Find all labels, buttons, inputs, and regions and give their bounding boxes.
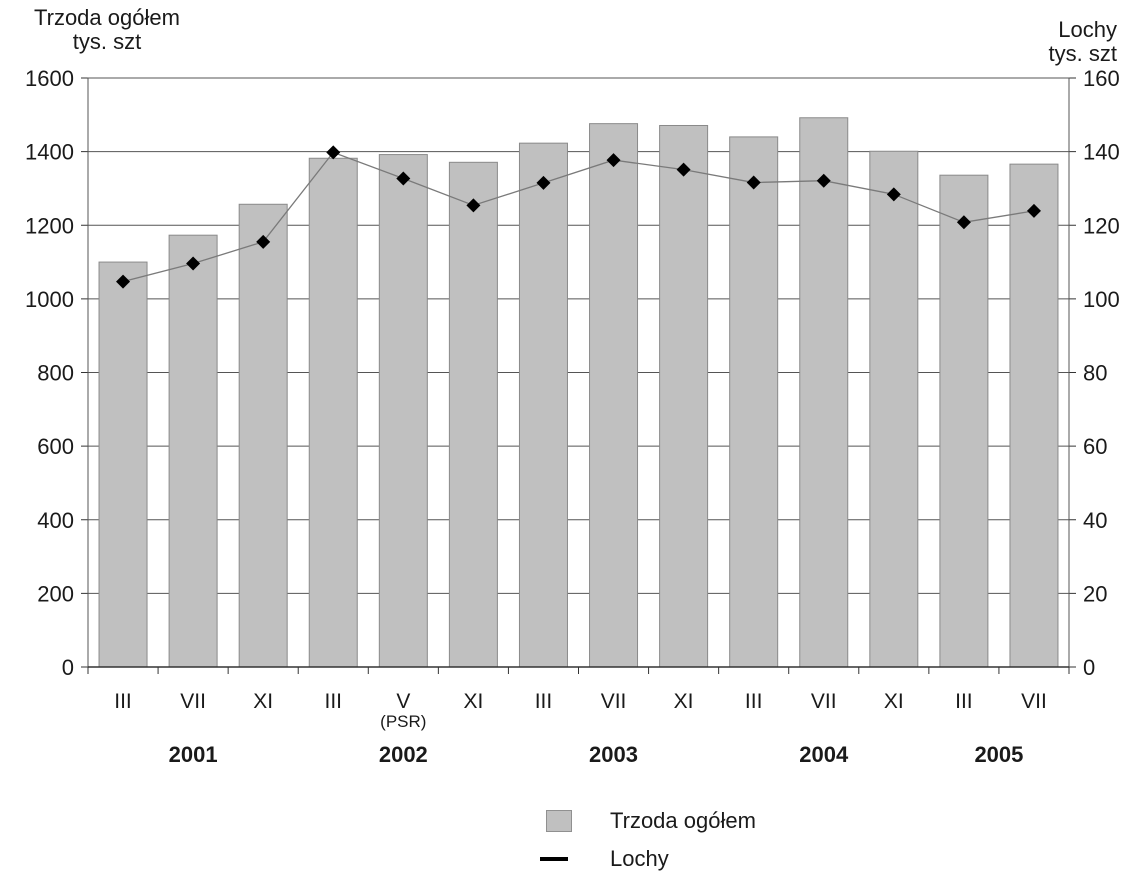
legend-label-bars: Trzoda ogółem: [610, 808, 756, 834]
x-tick-label: VII: [180, 690, 206, 713]
x-tick-label: III: [324, 690, 342, 713]
x-tick-label: V: [396, 690, 410, 713]
x-tick-label: VII: [811, 690, 837, 713]
right-tick-label: 60: [1083, 434, 1107, 459]
x-tick-label: III: [745, 690, 763, 713]
year-label: 2005: [974, 742, 1023, 767]
left-tick-label: 800: [37, 361, 74, 386]
left-tick-label: 200: [37, 581, 74, 606]
x-tick-sublabel: (PSR): [380, 712, 426, 731]
bar: [1010, 164, 1058, 667]
bar: [379, 155, 427, 667]
left-tick-label: 1400: [25, 140, 74, 165]
right-tick-label: 140: [1083, 140, 1120, 165]
left-tick-label: 600: [37, 434, 74, 459]
bar: [590, 124, 638, 667]
right-tick-label: 20: [1083, 581, 1107, 606]
x-tick-label: XI: [884, 690, 904, 713]
x-tick-label: III: [955, 690, 973, 713]
x-tick-label: VII: [601, 690, 627, 713]
bar: [309, 158, 357, 667]
right-tick-label: 80: [1083, 361, 1107, 386]
x-tick-label: XI: [253, 690, 273, 713]
line-point-marker: [326, 145, 340, 159]
legend-swatch-bars: [546, 810, 572, 832]
bar: [940, 175, 988, 667]
left-tick-label: 1200: [25, 213, 74, 238]
bar: [449, 162, 497, 667]
legend-item-bars: Trzoda ogółem: [546, 808, 756, 834]
bar: [870, 151, 918, 667]
left-tick-label: 400: [37, 508, 74, 533]
bar: [99, 262, 147, 667]
bar: [800, 118, 848, 667]
right-tick-label: 100: [1083, 287, 1120, 312]
right-tick-label: 120: [1083, 213, 1120, 238]
x-tick-label: XI: [463, 690, 483, 713]
x-tick-label: VII: [1021, 690, 1047, 713]
x-tick-label: III: [535, 690, 553, 713]
legend-label-line: Lochy: [610, 846, 669, 872]
left-tick-label: 1600: [25, 66, 74, 91]
right-tick-label: 40: [1083, 508, 1107, 533]
year-label: 2003: [589, 742, 638, 767]
left-tick-label: 1000: [25, 287, 74, 312]
left-tick-label: 0: [62, 655, 74, 680]
right-tick-label: 0: [1083, 655, 1095, 680]
legend-swatch-line: [540, 857, 568, 861]
year-label: 2001: [169, 742, 218, 767]
year-label: 2004: [799, 742, 849, 767]
bar: [169, 235, 217, 667]
bar: [660, 125, 708, 667]
x-tick-label: III: [114, 690, 132, 713]
bar: [730, 137, 778, 667]
legend-item-line: Lochy: [540, 846, 669, 872]
year-label: 2002: [379, 742, 428, 767]
bar: [239, 204, 287, 667]
right-tick-label: 160: [1083, 66, 1120, 91]
bar: [519, 143, 567, 667]
x-tick-label: XI: [674, 690, 694, 713]
